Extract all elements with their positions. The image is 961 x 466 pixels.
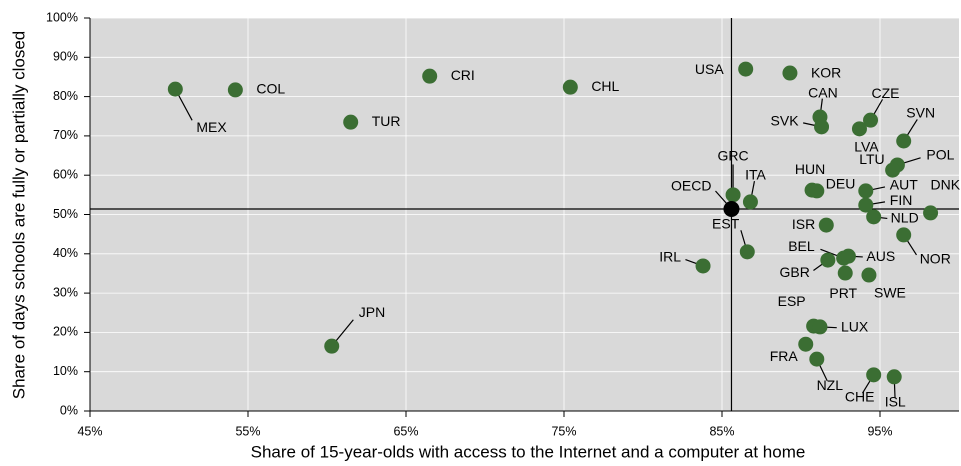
point	[725, 187, 741, 203]
point-label: HUN	[795, 161, 825, 177]
point-label: GBR	[780, 264, 810, 280]
reference-label: OECD	[671, 178, 711, 194]
point	[818, 217, 834, 233]
point	[812, 319, 828, 335]
point-label: POL	[926, 147, 954, 163]
point	[837, 265, 853, 281]
point	[695, 258, 711, 274]
point-label: DEU	[826, 176, 856, 192]
point-label: AUS	[866, 248, 895, 264]
point-label: DNK	[931, 177, 961, 193]
point	[861, 267, 877, 283]
point-label: ESP	[778, 293, 806, 309]
point-label: BEL	[788, 238, 815, 254]
point	[886, 369, 902, 385]
point-label: ITA	[745, 167, 766, 183]
y-tick-label: 10%	[53, 364, 78, 378]
x-tick-label: 95%	[867, 424, 892, 438]
x-tick-label: 55%	[235, 424, 260, 438]
reference-point	[723, 200, 740, 217]
point	[167, 81, 183, 97]
y-tick-label: 70%	[53, 128, 78, 142]
point-label: KOR	[811, 65, 841, 81]
point-label: ISL	[885, 394, 906, 410]
point	[851, 121, 867, 137]
point	[866, 367, 882, 383]
point	[885, 162, 901, 178]
point-label: ISR	[792, 216, 815, 232]
point	[863, 112, 879, 128]
x-axis-label: Share of 15-year-olds with access to the…	[251, 442, 806, 461]
point-label: JPN	[359, 304, 385, 320]
point	[739, 244, 755, 260]
point-label: SVK	[771, 113, 800, 129]
y-tick-label: 90%	[53, 50, 78, 64]
point	[814, 119, 830, 135]
point	[742, 194, 758, 210]
y-axis-label: Share of days schools are fully or parti…	[9, 31, 28, 400]
point	[343, 114, 359, 130]
point	[858, 197, 874, 213]
point	[866, 209, 882, 225]
x-tick-label: 45%	[77, 424, 102, 438]
y-tick-label: 40%	[53, 246, 78, 260]
point-label: SVN	[906, 105, 935, 121]
point-label: IRL	[659, 249, 681, 265]
y-tick-label: 60%	[53, 167, 78, 181]
point	[227, 82, 243, 98]
point	[858, 183, 874, 199]
point-label: CRI	[451, 67, 475, 83]
y-tick-label: 0%	[60, 403, 78, 417]
point-label: CHL	[591, 78, 619, 94]
point	[798, 336, 814, 352]
point-label: USA	[695, 61, 724, 77]
point-label: CHE	[845, 389, 875, 405]
point	[324, 338, 340, 354]
point	[562, 79, 578, 95]
point	[896, 227, 912, 243]
point-label: COL	[256, 81, 285, 97]
point	[422, 68, 438, 84]
y-tick-label: 20%	[53, 325, 78, 339]
point-label: NZL	[817, 377, 844, 393]
point-label: TUR	[372, 113, 401, 129]
point	[820, 252, 836, 268]
point-label: LTU	[859, 151, 884, 167]
point-label: NOR	[920, 251, 951, 267]
x-tick-label: 85%	[709, 424, 734, 438]
point-label: MEX	[196, 119, 227, 135]
point	[840, 248, 856, 264]
point-label: LVA	[854, 139, 879, 155]
point	[738, 61, 754, 77]
point	[809, 351, 825, 367]
point	[923, 205, 939, 221]
x-tick-label: 75%	[551, 424, 576, 438]
point-label: FRA	[770, 348, 799, 364]
point-label: CAN	[808, 85, 838, 101]
y-tick-label: 100%	[46, 10, 78, 24]
point-label: EST	[712, 216, 740, 232]
point-label: AUT	[890, 177, 918, 193]
point	[896, 133, 912, 149]
point-label: SWE	[874, 285, 906, 301]
y-tick-label: 30%	[53, 285, 78, 299]
point-label: GRC	[717, 148, 748, 164]
point-label: LUX	[841, 319, 869, 335]
point-label: NLD	[891, 210, 919, 226]
x-tick-label: 65%	[393, 424, 418, 438]
y-tick-label: 50%	[53, 207, 78, 221]
point	[809, 183, 825, 199]
point-label: PRT	[829, 285, 857, 301]
point-label: CZE	[872, 85, 900, 101]
y-tick-label: 80%	[53, 89, 78, 103]
point	[782, 65, 798, 81]
point-label: FIN	[890, 192, 913, 208]
